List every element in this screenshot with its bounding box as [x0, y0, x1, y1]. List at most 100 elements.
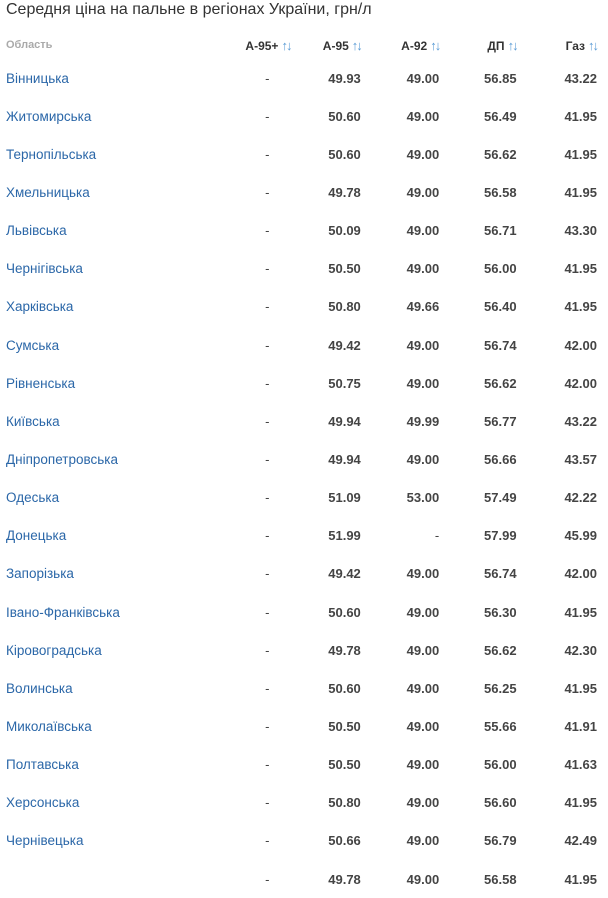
region-link[interactable]: Рівненська: [6, 375, 76, 391]
region-link[interactable]: Львівська: [6, 223, 67, 239]
price-a92: 49.00: [406, 604, 440, 620]
table-row: Волинська - 50.60 49.00 56.25 41.95: [0, 669, 600, 707]
price-gas: 42.49: [564, 833, 597, 849]
sort-icon[interactable]: ↑↓: [588, 37, 599, 53]
price-a95p: -: [265, 146, 270, 162]
table-row: Тернопільська - 50.60 49.00 56.62 41.95: [0, 135, 600, 173]
price-gas: 41.95: [564, 108, 597, 124]
page-title: Середня ціна на пальне в регіонах Україн…: [6, 1, 372, 18]
price-a95: 51.99: [328, 528, 361, 544]
price-gas: 41.95: [564, 184, 597, 200]
region-link[interactable]: Миколаївська: [6, 718, 92, 734]
table-row: - 49.78 49.00 56.58 41.95: [0, 860, 600, 898]
price-gas: 43.57: [564, 451, 597, 467]
price-a95: 51.09: [328, 490, 361, 506]
price-a95: 49.94: [328, 413, 361, 429]
price-a92: 49.00: [406, 146, 440, 162]
header-label: А-95+: [245, 38, 279, 53]
price-a95: 50.50: [328, 718, 361, 734]
table-row: Сумська - 49.42 49.00 56.74 42.00: [0, 326, 600, 364]
region-link[interactable]: Кіровоградська: [6, 642, 102, 658]
table-row: Миколаївська - 50.50 49.00 55.66 41.91: [0, 707, 600, 745]
price-a92: 49.00: [406, 451, 440, 467]
price-dp: 57.49: [484, 490, 517, 506]
table-row: Чернівецька - 50.66 49.00 56.79 42.49: [0, 822, 600, 860]
header-a95p[interactable]: А-95+ ↑↓: [223, 31, 293, 59]
region-link[interactable]: Вінницька: [6, 70, 69, 86]
price-a95p: -: [265, 642, 270, 658]
price-gas: 41.95: [564, 299, 597, 315]
price-gas: 41.91: [564, 718, 597, 734]
price-a92: 49.00: [406, 223, 440, 239]
region-link[interactable]: Чернівецька: [6, 833, 84, 849]
table-row: Харківська - 50.80 49.66 56.40 41.95: [0, 288, 600, 326]
sort-icon[interactable]: ↑↓: [281, 37, 292, 53]
region-link[interactable]: Київська: [6, 413, 60, 429]
price-a92: 49.00: [406, 261, 440, 277]
region-link[interactable]: Запорізька: [6, 566, 74, 582]
table-row: Одеська - 51.09 53.00 57.49 42.22: [0, 479, 600, 517]
price-a95p: -: [265, 223, 270, 239]
price-dp: 56.00: [484, 261, 517, 277]
region-link[interactable]: Харківська: [6, 299, 74, 315]
region-link[interactable]: Волинська: [6, 680, 73, 696]
price-dp: 56.40: [484, 299, 517, 315]
header-label: А-95: [322, 38, 349, 53]
price-dp: 56.71: [484, 223, 517, 239]
sort-icon[interactable]: ↑↓: [507, 37, 519, 53]
price-a95p: -: [265, 184, 270, 200]
price-gas: 43.22: [564, 70, 597, 86]
price-dp: 56.66: [484, 451, 517, 467]
header-dp[interactable]: ДП ↑↓: [442, 31, 519, 59]
region-link[interactable]: Івано-Франківська: [6, 604, 120, 620]
price-a95: 49.78: [328, 184, 361, 200]
price-a92: 49.00: [406, 871, 440, 887]
region-link[interactable]: Одеська: [6, 490, 60, 506]
price-dp: 56.62: [484, 642, 517, 658]
region-link[interactable]: Полтавська: [6, 757, 79, 773]
region-link[interactable]: Херсонська: [6, 795, 80, 811]
sort-icon[interactable]: ↑↓: [351, 37, 363, 53]
region-link[interactable]: Донецька: [6, 528, 67, 544]
header-gas[interactable]: Газ ↑↓: [520, 31, 600, 59]
region-link[interactable]: Дніпропетровська: [6, 451, 119, 467]
region-link[interactable]: Хмельницька: [6, 184, 90, 200]
price-a95: 49.42: [328, 337, 361, 353]
price-gas: 41.95: [564, 871, 597, 887]
region-link[interactable]: Тернопільська: [6, 146, 97, 162]
sort-icon[interactable]: ↑↓: [430, 37, 441, 53]
price-a92: 49.00: [406, 833, 440, 849]
price-a95p: -: [265, 680, 270, 696]
price-a92: 53.00: [406, 490, 440, 506]
price-a92: 49.00: [406, 680, 440, 696]
price-gas: 41.95: [564, 604, 597, 620]
region-link[interactable]: Сумська: [6, 337, 60, 353]
price-gas: 42.00: [564, 566, 597, 582]
price-a95p: -: [265, 871, 270, 887]
table-row: Київська - 49.94 49.99 56.77 43.22: [0, 402, 600, 440]
price-dp: 56.79: [484, 833, 517, 849]
price-a95p: -: [265, 375, 270, 391]
price-gas: 43.30: [564, 223, 597, 239]
price-a95: 49.42: [328, 566, 361, 582]
price-a95p: -: [265, 108, 270, 124]
price-dp: 56.74: [484, 337, 517, 353]
price-a95: 50.80: [328, 795, 361, 811]
table-row: Херсонська - 50.80 49.00 56.60 41.95: [0, 784, 600, 822]
price-gas: 41.95: [564, 261, 597, 277]
price-a92: 49.66: [406, 299, 440, 315]
price-a92: 49.00: [406, 184, 440, 200]
region-link[interactable]: Чернігівська: [6, 261, 83, 277]
header-a95[interactable]: А-95 ↑↓: [293, 31, 363, 59]
region-link[interactable]: Житомирська: [6, 108, 92, 124]
price-a95p: -: [265, 299, 270, 315]
header-label: ДП: [487, 38, 505, 53]
price-a95: 49.78: [328, 642, 361, 658]
price-gas: 45.99: [564, 528, 597, 544]
header-a92[interactable]: А-92 ↑↓: [364, 31, 442, 59]
price-a92: 49.00: [406, 795, 440, 811]
price-a95p: -: [265, 757, 270, 773]
region-link: [0, 860, 223, 898]
price-dp: 56.77: [484, 413, 517, 429]
price-gas: 41.95: [564, 680, 597, 696]
